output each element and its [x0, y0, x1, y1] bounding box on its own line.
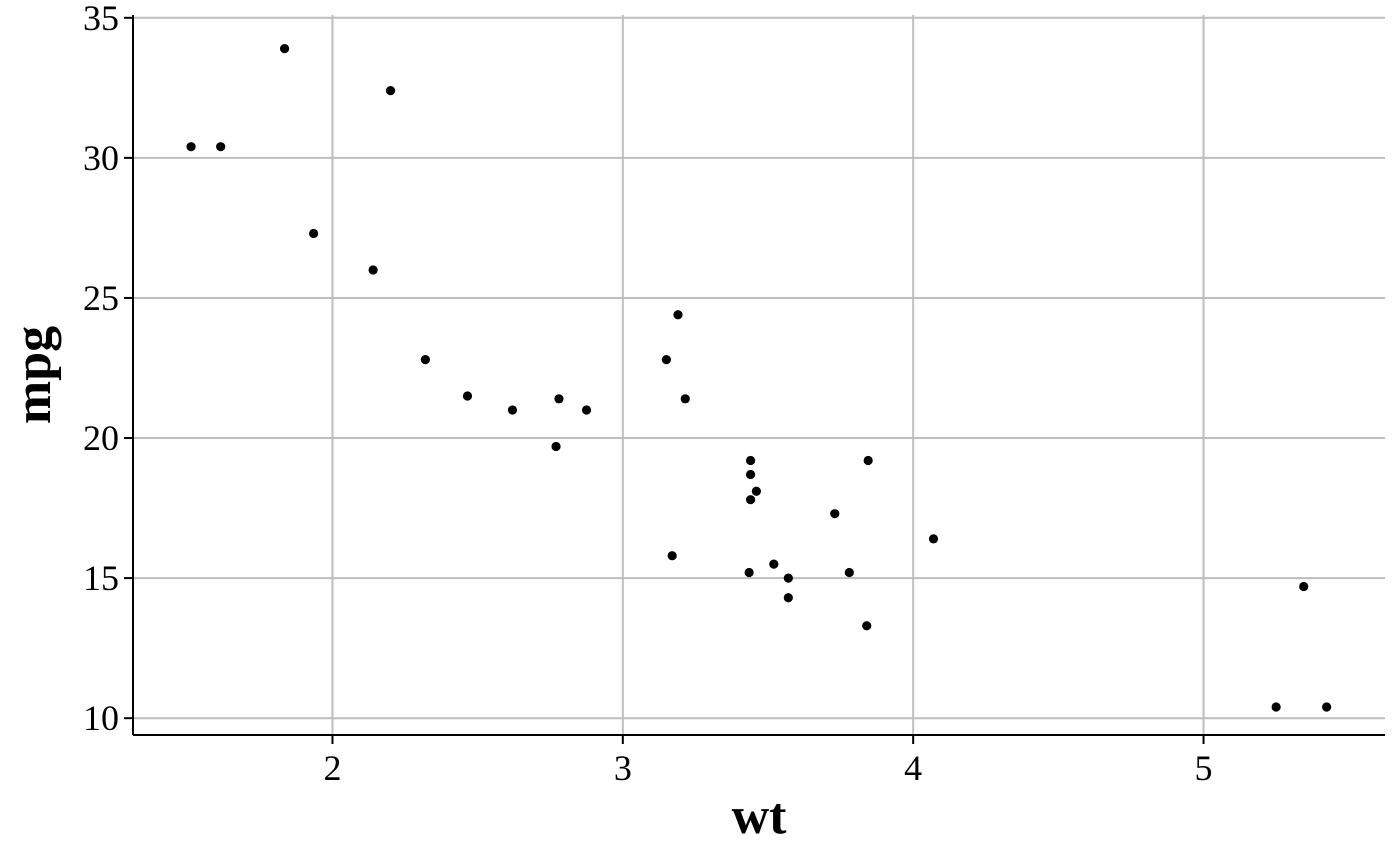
data-point — [1322, 702, 1332, 712]
data-point — [928, 534, 939, 544]
x-axis-title: wt — [732, 788, 788, 845]
data-point — [769, 559, 779, 569]
data-point — [279, 44, 290, 54]
y-axis-ticks: 10 15 20 25 30 35 — [83, 0, 133, 738]
x-tick-label: 3 — [614, 748, 632, 788]
data-point — [783, 573, 793, 583]
y-tick-label: 30 — [83, 138, 119, 178]
data-point — [745, 469, 756, 480]
data-point — [661, 354, 671, 365]
y-axis-title: mpg — [5, 326, 62, 424]
axes — [132, 15, 1385, 736]
data-point — [420, 354, 430, 365]
data-point — [673, 310, 683, 320]
data-point — [1271, 702, 1281, 712]
data-point — [554, 394, 564, 404]
data-point — [551, 441, 561, 452]
data-point — [751, 486, 761, 496]
data-point — [783, 593, 793, 603]
y-tick-label: 25 — [83, 278, 119, 318]
data-point — [368, 265, 378, 275]
x-axis-ticks: 2 3 4 5 — [323, 735, 1213, 788]
data-point — [680, 394, 690, 404]
y-tick-label: 10 — [83, 698, 119, 738]
data-point — [862, 621, 872, 631]
data-point — [385, 86, 396, 96]
data-points — [186, 44, 1332, 712]
data-point — [830, 509, 840, 519]
data-point — [844, 567, 854, 578]
y-tick-label: 20 — [83, 418, 119, 458]
data-point — [308, 228, 319, 239]
data-point — [581, 405, 592, 415]
x-tick-label: 5 — [1195, 748, 1213, 788]
data-point — [216, 142, 226, 152]
data-point — [745, 495, 756, 505]
data-point — [744, 567, 754, 578]
x-tick-label: 2 — [323, 748, 341, 788]
data-point — [462, 391, 473, 401]
y-tick-label: 15 — [83, 558, 119, 598]
data-point — [745, 455, 756, 466]
data-point — [507, 405, 518, 415]
data-point — [1299, 581, 1309, 592]
x-tick-label: 4 — [904, 748, 922, 788]
y-tick-label: 35 — [83, 0, 119, 38]
grid-lines — [133, 15, 1385, 735]
data-point — [667, 551, 677, 561]
data-point — [186, 142, 196, 152]
data-point — [863, 455, 873, 466]
